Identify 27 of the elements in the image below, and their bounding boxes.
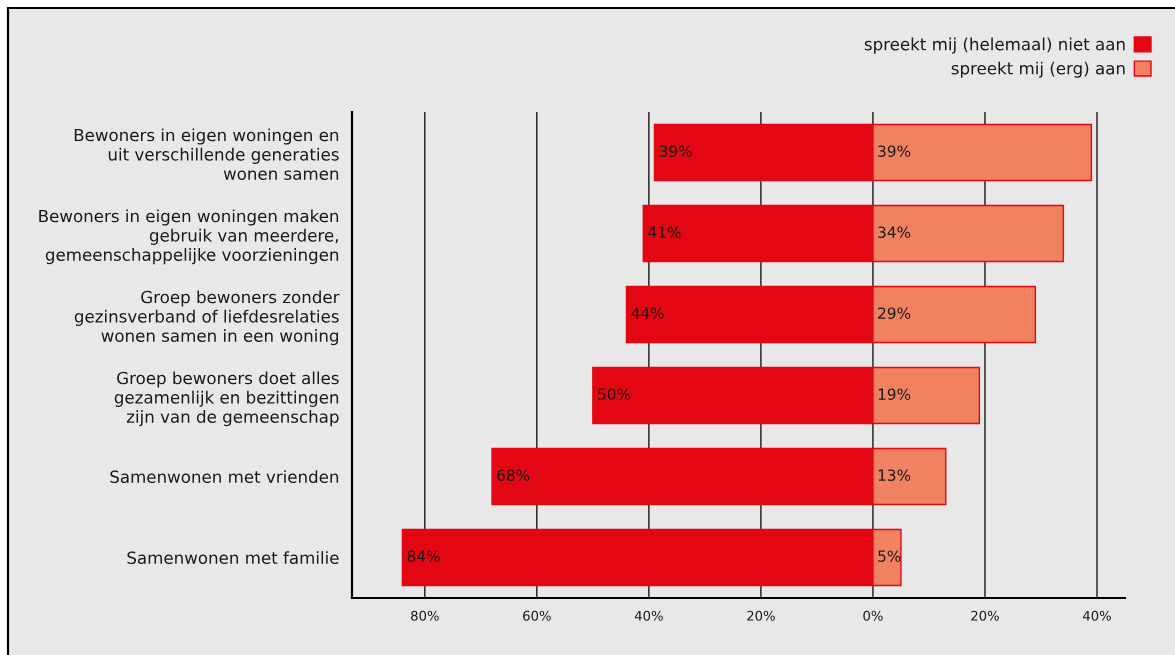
- x-tick-label: 20%: [747, 610, 775, 621]
- x-tick-label: 0%: [863, 610, 883, 621]
- y-tick-label: Groep bewoners doet alles gezamenlijk en bezittingen zijn van de gemeenschap: [114, 371, 339, 427]
- x-tick-label: 20%: [971, 610, 999, 621]
- data-label: 39%: [878, 145, 911, 157]
- data-label: 29%: [878, 307, 911, 319]
- x-tick-label: 60%: [523, 610, 551, 621]
- data-label: 84%: [407, 550, 440, 562]
- data-label: 5%: [878, 550, 901, 562]
- x-tick-label: 40%: [634, 610, 663, 621]
- data-label: 68%: [497, 469, 530, 481]
- y-tick-label: Bewoners in eigen woningen maken gebruik van meerdere, gemeenschappelijke voorzieningen: [39, 209, 339, 265]
- legend-label: spreekt mij (helemaal) niet aan: [864, 37, 1125, 54]
- data-label: 34%: [878, 226, 911, 238]
- y-tick-label: Groep bewoners zonder gezinsverband of liefdesrelaties wonen samen in een woning: [74, 290, 340, 346]
- data-label: 50%: [598, 388, 631, 400]
- data-label: 41%: [648, 226, 681, 238]
- y-tick-label: Bewoners in eigen woningen en uit verschillende generaties wonen samen: [74, 128, 339, 180]
- legend-label: spreekt mij (erg) aan: [951, 61, 1125, 78]
- x-tick-label: 40%: [1082, 610, 1111, 621]
- data-label: 44%: [631, 307, 664, 319]
- data-label: 19%: [878, 388, 911, 400]
- y-tick-label: Samenwonen met familie: [127, 551, 339, 565]
- data-label: 39%: [659, 145, 692, 157]
- x-tick-label: 80%: [411, 610, 439, 621]
- y-tick-label: Samenwonen met vrienden: [110, 470, 339, 484]
- data-label: 13%: [878, 469, 911, 481]
